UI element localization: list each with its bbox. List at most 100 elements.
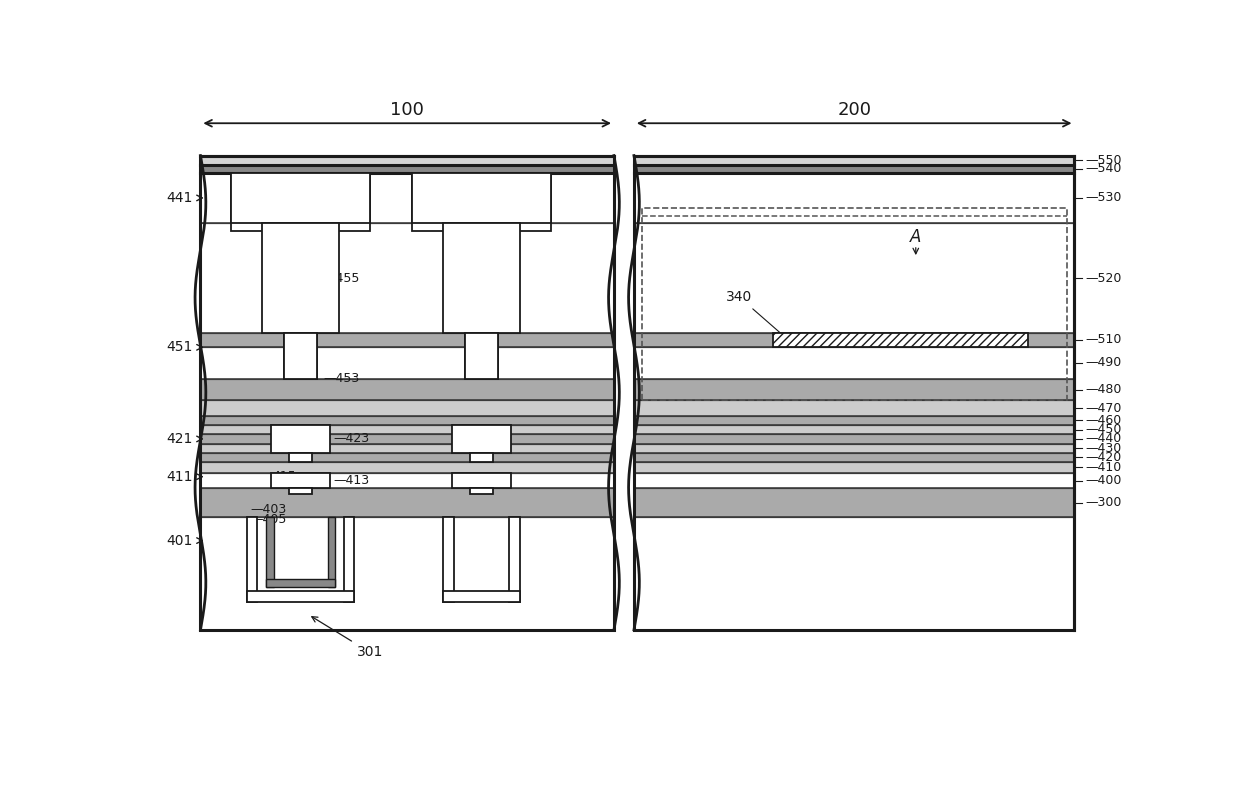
Bar: [201, 443, 614, 453]
Bar: [201, 173, 614, 224]
Bar: [443, 591, 520, 603]
Text: —405: —405: [250, 513, 286, 525]
Bar: [201, 155, 614, 165]
Text: 411: 411: [166, 470, 192, 484]
Text: —400: —400: [1085, 474, 1121, 487]
Bar: [201, 333, 614, 346]
Bar: [465, 231, 498, 379]
Text: A: A: [910, 228, 921, 246]
Text: —423: —423: [334, 432, 370, 446]
Bar: [634, 453, 1074, 462]
Text: 301: 301: [311, 617, 383, 659]
Bar: [470, 488, 494, 494]
Bar: [272, 473, 330, 488]
Text: —450: —450: [1085, 423, 1121, 436]
Text: 421: 421: [166, 432, 192, 446]
Bar: [201, 462, 614, 473]
Bar: [284, 231, 317, 379]
Text: 415: 415: [273, 470, 296, 483]
Bar: [510, 517, 520, 603]
Bar: [641, 208, 1066, 400]
Bar: [453, 425, 511, 453]
Bar: [634, 473, 1074, 488]
Bar: [634, 416, 1074, 425]
Bar: [634, 346, 1074, 379]
Bar: [634, 155, 1074, 165]
Text: —470: —470: [1085, 402, 1121, 415]
Bar: [634, 379, 1074, 400]
Bar: [201, 400, 614, 416]
Text: 425: 425: [273, 427, 296, 441]
Text: —410: —410: [1085, 461, 1121, 474]
Bar: [453, 473, 511, 488]
Bar: [247, 591, 355, 603]
Bar: [634, 155, 1074, 630]
Bar: [634, 400, 1074, 416]
Text: —540: —540: [1085, 162, 1121, 175]
Bar: [201, 488, 614, 517]
Bar: [465, 333, 498, 379]
Text: —443: —443: [306, 191, 342, 204]
Bar: [634, 425, 1074, 435]
Text: —413: —413: [334, 474, 370, 487]
Bar: [201, 435, 614, 443]
Bar: [327, 517, 335, 587]
Bar: [272, 425, 330, 453]
Text: 100: 100: [391, 100, 424, 119]
Text: 451: 451: [166, 341, 192, 354]
Bar: [201, 425, 614, 435]
Bar: [443, 224, 520, 333]
Text: —460: —460: [1085, 414, 1121, 427]
Bar: [773, 333, 1028, 346]
Text: —300: —300: [1085, 497, 1121, 509]
Bar: [343, 517, 355, 603]
Bar: [201, 155, 614, 630]
Text: 401: 401: [166, 533, 192, 548]
Bar: [470, 453, 494, 462]
Bar: [265, 517, 274, 587]
Bar: [265, 579, 335, 587]
Bar: [412, 173, 551, 224]
Bar: [634, 435, 1074, 443]
Bar: [201, 453, 614, 462]
Text: —550: —550: [1085, 154, 1122, 166]
Bar: [201, 346, 614, 379]
Text: —420: —420: [1085, 451, 1121, 464]
Text: —530: —530: [1085, 191, 1121, 205]
Text: —510: —510: [1085, 333, 1121, 346]
Text: —490: —490: [1085, 356, 1121, 369]
Bar: [443, 517, 454, 603]
Bar: [634, 333, 1074, 346]
Text: 200: 200: [837, 100, 872, 119]
Text: —430: —430: [1085, 442, 1121, 455]
Bar: [284, 333, 317, 379]
Bar: [262, 224, 339, 333]
Bar: [201, 473, 614, 488]
Bar: [634, 224, 1074, 333]
Bar: [634, 165, 1074, 173]
Text: 340: 340: [727, 291, 786, 338]
Text: —403: —403: [250, 503, 286, 517]
Bar: [634, 462, 1074, 473]
Text: —453: —453: [324, 372, 360, 384]
Bar: [201, 165, 614, 173]
Bar: [231, 173, 370, 231]
Bar: [289, 488, 312, 494]
Bar: [201, 416, 614, 425]
Bar: [634, 488, 1074, 517]
Bar: [201, 224, 614, 333]
Bar: [201, 517, 614, 630]
Bar: [201, 379, 614, 400]
Bar: [412, 173, 551, 231]
Bar: [634, 173, 1074, 224]
Text: —480: —480: [1085, 383, 1121, 396]
Bar: [634, 517, 1074, 630]
Text: 441: 441: [166, 191, 192, 205]
Bar: [289, 453, 312, 462]
Bar: [634, 443, 1074, 453]
Text: —455: —455: [324, 271, 360, 284]
Text: —520: —520: [1085, 271, 1121, 284]
Text: —445: —445: [306, 180, 343, 193]
Text: —440: —440: [1085, 432, 1121, 446]
Bar: [231, 173, 370, 224]
